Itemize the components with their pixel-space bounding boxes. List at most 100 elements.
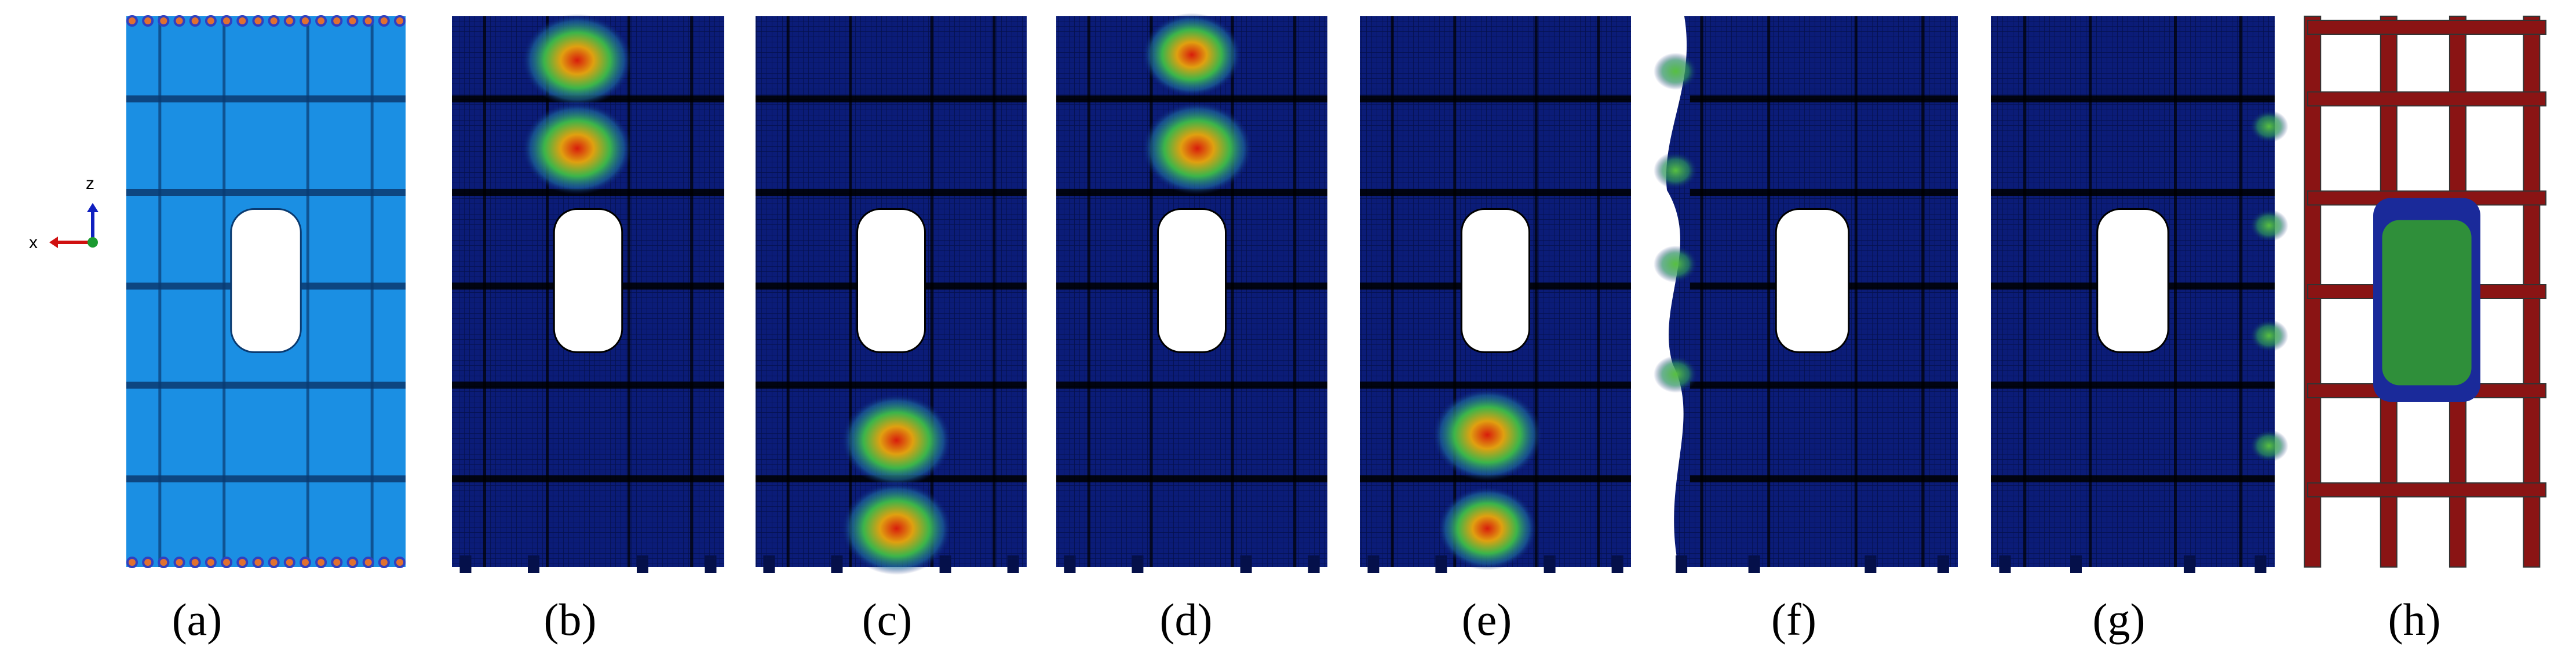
panel xyxy=(1360,16,1631,573)
axis-label: z xyxy=(86,174,94,193)
panel-label: (b) xyxy=(544,594,597,645)
bc-marker xyxy=(283,15,295,27)
bc-marker xyxy=(142,557,154,568)
contour xyxy=(1142,13,1242,97)
cutout xyxy=(1775,208,1850,353)
foot xyxy=(1007,555,1019,573)
bc-marker xyxy=(189,557,201,568)
bc-marker xyxy=(299,557,311,568)
panel xyxy=(1991,16,2289,573)
bc-marker xyxy=(252,557,264,568)
rib xyxy=(756,95,1027,103)
panel-label: (a) xyxy=(172,594,222,645)
contour xyxy=(841,394,952,487)
rib xyxy=(1690,381,1958,389)
foot xyxy=(1676,555,1688,573)
rib xyxy=(1056,381,1327,389)
rib xyxy=(452,381,724,389)
rib xyxy=(756,189,1027,196)
rib xyxy=(126,95,406,103)
foot xyxy=(1064,555,1076,573)
bc-marker xyxy=(394,557,406,568)
foot xyxy=(1611,555,1623,573)
contour xyxy=(1654,355,1698,393)
panel-label: (d) xyxy=(1160,594,1213,645)
rib xyxy=(1690,189,1958,196)
axis-label: x xyxy=(29,233,38,252)
rib xyxy=(1690,95,1958,103)
rib xyxy=(1360,189,1631,196)
rib xyxy=(1991,475,2275,482)
rib xyxy=(1991,381,2275,389)
panel xyxy=(452,14,724,573)
contour xyxy=(1654,152,1698,189)
bc-marker xyxy=(394,15,406,27)
bc-marker xyxy=(331,557,343,568)
panel xyxy=(1056,13,1327,573)
frame-bar xyxy=(2307,482,2546,497)
contour xyxy=(1432,388,1542,481)
panel-label: (g) xyxy=(2093,594,2146,645)
bc-marker xyxy=(205,557,217,568)
bc-marker xyxy=(158,557,170,568)
contour xyxy=(841,482,952,575)
axis-triad: x z xyxy=(29,174,98,252)
bc-marker xyxy=(158,15,170,27)
bc-marker xyxy=(236,557,249,568)
bc-marker xyxy=(362,557,374,568)
yield-zone xyxy=(2382,220,2472,386)
rib xyxy=(756,381,1027,389)
foot xyxy=(1937,555,1949,573)
foot xyxy=(831,555,843,573)
foot xyxy=(705,555,717,573)
rib xyxy=(1991,95,2275,103)
contour xyxy=(2249,430,2289,462)
contour xyxy=(2249,209,2289,242)
foot xyxy=(1132,555,1144,573)
bc-marker xyxy=(268,15,280,27)
bc-marker xyxy=(378,557,390,568)
bc-marker xyxy=(346,15,359,27)
bc-marker xyxy=(283,557,295,568)
foot xyxy=(1240,555,1252,573)
rib xyxy=(1360,95,1631,103)
foot xyxy=(459,555,472,573)
panel xyxy=(2304,16,2546,568)
bc-marker xyxy=(173,15,185,27)
rib xyxy=(1991,189,2275,196)
bc-marker xyxy=(252,15,264,27)
cutout xyxy=(1461,208,1530,353)
panel xyxy=(126,15,406,568)
panel xyxy=(756,16,1027,575)
bc-marker xyxy=(315,557,327,568)
bc-marker xyxy=(189,15,201,27)
panel-label: (e) xyxy=(1462,594,1512,645)
bc-marker xyxy=(221,557,233,568)
rib xyxy=(1690,475,1958,482)
contour xyxy=(522,102,633,195)
rib xyxy=(1056,475,1327,482)
frame-bar xyxy=(2307,91,2546,107)
foot xyxy=(1435,555,1447,573)
bc-marker xyxy=(268,557,280,568)
contour xyxy=(1654,53,1698,90)
foot xyxy=(1308,555,1320,573)
cutout xyxy=(230,208,302,353)
rib xyxy=(126,475,406,482)
bc-marker xyxy=(236,15,249,27)
foot xyxy=(2184,555,2195,573)
contour xyxy=(522,14,633,107)
foot xyxy=(763,555,775,573)
foot xyxy=(1544,555,1556,573)
bc-marker xyxy=(299,15,311,27)
bc-marker xyxy=(126,15,138,27)
foot xyxy=(1748,555,1760,573)
panel-label: (h) xyxy=(2388,594,2441,645)
bc-marker xyxy=(315,15,327,27)
bc-marker xyxy=(378,15,390,27)
foot xyxy=(637,555,648,573)
rib xyxy=(126,381,406,389)
cutout xyxy=(553,208,623,353)
bc-marker xyxy=(331,15,343,27)
